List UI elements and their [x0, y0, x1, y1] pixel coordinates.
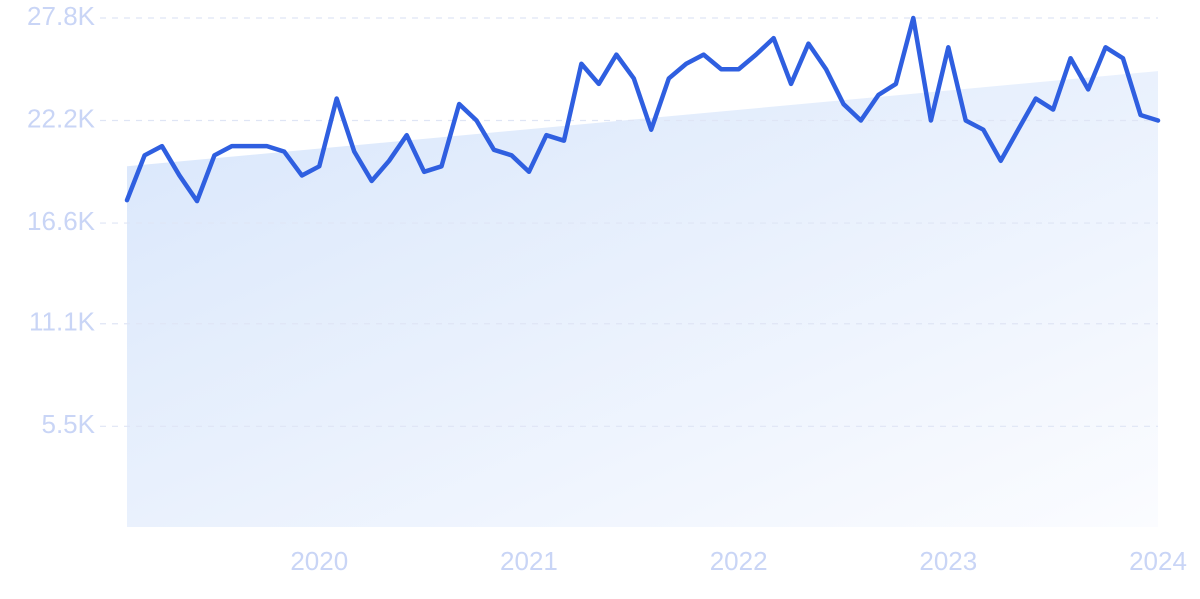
- x-tick-label: 2022: [710, 546, 768, 576]
- line: [124, 15, 1161, 204]
- y-tick-label: 5.5K: [42, 409, 96, 439]
- y-tick-label: 11.1K: [29, 307, 96, 337]
- y-tick-label: 22.2K: [27, 103, 96, 133]
- x-tick-label: 2020: [290, 546, 348, 576]
- y-tick-label: 16.6K: [27, 206, 96, 236]
- x-tick-label: 2024: [1129, 546, 1187, 576]
- x-tick-label: 2021: [500, 546, 558, 576]
- y-tick-label: 27.8K: [27, 1, 96, 31]
- x-tick-label: 2023: [919, 546, 977, 576]
- trend-area: [127, 71, 1158, 528]
